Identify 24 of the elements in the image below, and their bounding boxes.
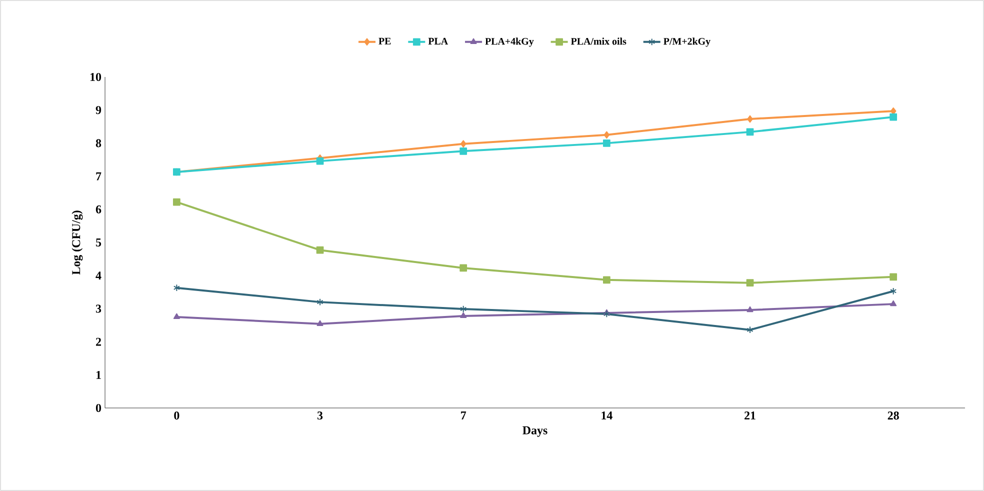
- legend-label: P/M+2kGy: [664, 38, 710, 47]
- y-tick-label: 0: [96, 404, 102, 412]
- y-tick-label: 5: [96, 238, 102, 246]
- legend-label: PLA: [428, 38, 448, 44]
- x-tick-label: 3: [317, 412, 323, 420]
- y-tick-label: 7: [96, 172, 102, 180]
- legend-label: PLA/mix oils: [570, 38, 626, 45]
- x-tick-label: 21: [744, 412, 756, 420]
- y-tick-label: 9: [96, 106, 102, 114]
- y-tick-label: 2: [96, 338, 101, 346]
- y-axis-title: Log (CFU/g): [72, 210, 83, 275]
- y-tick-label: 4: [96, 272, 102, 280]
- y-tick-label: 10: [90, 72, 102, 82]
- y-tick-label: 6: [96, 205, 102, 214]
- y-tick-label: 1: [96, 370, 101, 379]
- legend-label: PLA+4kGy: [485, 38, 534, 47]
- x-axis-title: Days: [522, 426, 548, 437]
- legend-label: PE: [378, 38, 391, 44]
- y-tick-label: 3: [96, 304, 102, 313]
- x-tick-label: 7: [461, 412, 466, 420]
- x-tick-label: 0: [174, 412, 180, 420]
- y-tick-label: 8: [96, 139, 102, 148]
- x-tick-label: 14: [602, 412, 612, 420]
- x-tick-label: 28: [888, 412, 899, 420]
